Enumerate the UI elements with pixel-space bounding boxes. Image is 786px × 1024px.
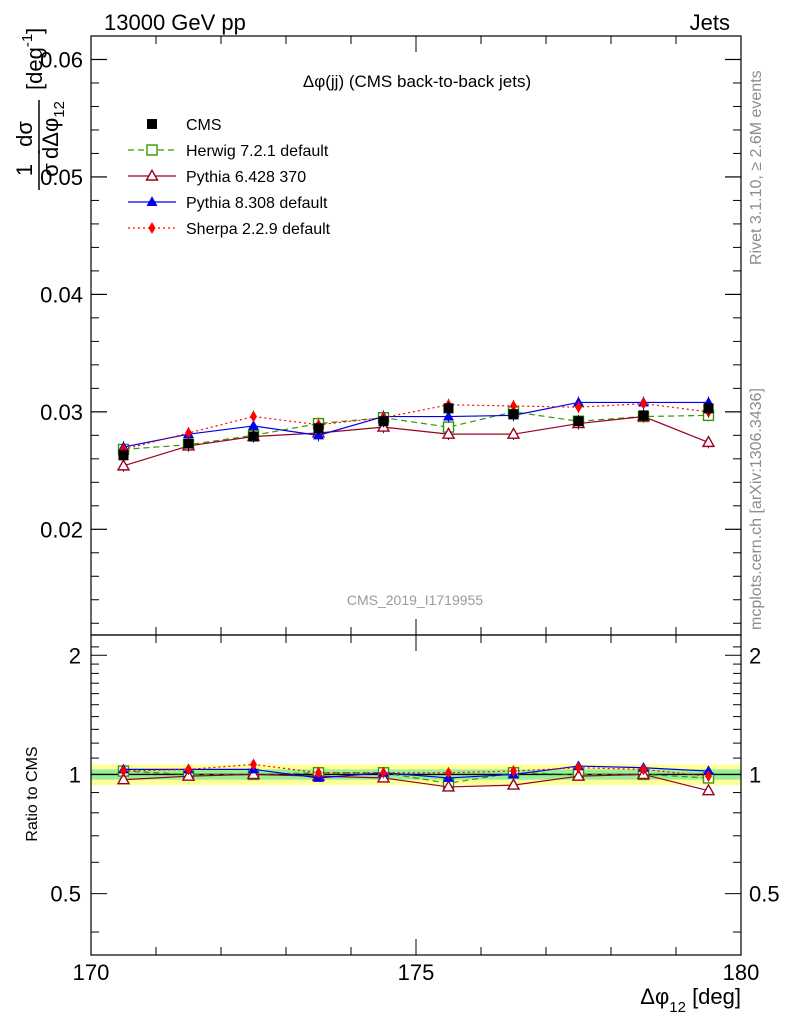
legend-marker [145, 168, 159, 181]
data-point-cms [638, 410, 649, 421]
ratio-point-sherpa-2-2-9-default [315, 766, 322, 779]
series-pythia-8-308-default [118, 396, 714, 454]
data-point-cms [443, 403, 454, 414]
ratio-series-pythia-6-428-370 [116, 767, 716, 796]
series-line-pythia-6-428-370 [123, 415, 709, 467]
x-tick-label: 180 [723, 960, 760, 985]
legend-marker [148, 222, 156, 234]
ratio-series-sherpa-2-2-9-default [120, 758, 712, 783]
data-point-cms [118, 450, 129, 461]
data-point-pythia-8-308-default [443, 410, 454, 421]
data-point-pythia-8-308-default [313, 429, 324, 440]
legend-marker [146, 144, 158, 156]
legend-marker [146, 196, 158, 206]
ratio-y-tick-label: 2 [69, 643, 81, 668]
header-right: Jets [690, 10, 730, 35]
ratio-point-sherpa-2-2-9-default [185, 763, 192, 776]
data-point-cms [508, 409, 519, 420]
data-point-pythia-8-308-default [248, 420, 259, 430]
data-point-cms [313, 423, 324, 434]
svg-text:dσ: dσ [12, 121, 37, 147]
series-pythia-6-428-370 [116, 409, 716, 472]
ratio-line-pythia-6-428-370 [123, 773, 709, 792]
ratio-point-pythia-8-308-default [703, 765, 714, 776]
main-y-tick-label: 0.04 [40, 282, 83, 307]
series-line-pythia-8-308-default [123, 401, 709, 448]
x-tick-label: 175 [398, 960, 435, 985]
mcplots-label: mcplots.cern.ch [arXiv:1306.3436] [748, 388, 765, 630]
data-point-cms [703, 403, 714, 414]
ratio-point-pythia-6-428-370 [441, 779, 456, 792]
ratio-point-pythia-6-428-370 [116, 772, 131, 785]
legend-label: Herwig 7.2.1 default [186, 143, 329, 160]
main-title: Δφ(jj) (CMS back-to-back jets) [303, 72, 531, 91]
ratio-point-sherpa-2-2-9-default [510, 765, 517, 778]
ratio-y-tick-label-right: 2 [749, 643, 761, 668]
main-y-tick-label: 0.05 [40, 165, 83, 190]
series-sherpa-2-2-9-default [120, 397, 712, 456]
data-point-cms [378, 416, 389, 427]
main-y-tick-label: 0.02 [40, 517, 83, 542]
ratio-point-sherpa-2-2-9-default [380, 766, 387, 779]
series-line-herwig-7-2-1-default [123, 411, 709, 451]
legend-label: Pythia 8.308 default [186, 195, 328, 212]
header-left: 13000 GeV pp [104, 10, 246, 35]
ratio-y-tick-label-right: 0.5 [749, 882, 780, 907]
legend-marker [147, 119, 157, 129]
ratio-point-sherpa-2-2-9-default [250, 758, 257, 771]
main-y-tick-label: 0.03 [40, 400, 83, 425]
ratio-y-tick-label: 0.5 [50, 882, 81, 907]
main-y-tick-label: 0.06 [40, 47, 83, 72]
data-point-pythia-6-428-370 [116, 458, 131, 471]
ratio-point-pythia-6-428-370 [571, 769, 586, 781]
ratio-panel: 0.5 0.5 1 1 2 2 170 175 180 [50, 634, 780, 985]
legend-entry-pythia-8-308-default: Pythia 8.308 default [128, 195, 328, 212]
ratio-point-sherpa-2-2-9-default [445, 766, 452, 779]
ratio-y-axis-label: Ratio to CMS [24, 746, 41, 841]
analysis-watermark: CMS_2019_I1719955 [347, 592, 483, 608]
data-point-sherpa-2-2-9-default [575, 401, 582, 414]
ratio-y-tick-label-right: 1 [749, 762, 761, 787]
svg-text:[deg-1]: [deg-1] [19, 28, 47, 90]
rivet-label: Rivet 3.1.10, ≥ 2.6M events [748, 70, 765, 265]
data-point-cms [183, 438, 194, 449]
ratio-point-pythia-6-428-370 [246, 767, 261, 780]
data-point-pythia-6-428-370 [701, 435, 716, 448]
series-cms [118, 402, 714, 462]
legend-entry-herwig-7-2-1-default: Herwig 7.2.1 default [128, 143, 329, 160]
legend-entry-cms: CMS [147, 117, 222, 134]
main-panel: 0.02 0.03 0.04 0.05 0.06 [40, 35, 742, 636]
ratio-y-tick-label: 1 [69, 762, 81, 787]
ratio-line-pythia-8-308-default [123, 765, 709, 779]
ratio-frame [90, 634, 742, 956]
legend-label: Pythia 6.428 370 [186, 169, 306, 186]
series-line-sherpa-2-2-9-default [123, 403, 709, 451]
data-point-sherpa-2-2-9-default [640, 397, 647, 410]
data-point-pythia-6-428-370 [441, 426, 456, 439]
x-axis-label: Δφ12 [deg] [640, 984, 741, 1016]
legend: CMS Herwig 7.2.1 default Pythia 6.428 370 P… [128, 117, 331, 238]
svg-text:dΔφ12: dΔφ12 [38, 101, 68, 159]
data-point-cms [573, 416, 584, 427]
data-point-cms [248, 431, 259, 442]
legend-label: Sherpa 2.2.9 default [186, 221, 331, 238]
ratio-point-sherpa-2-2-9-default [575, 761, 582, 774]
legend-label: CMS [186, 117, 222, 134]
data-point-pythia-6-428-370 [506, 426, 521, 439]
legend-entry-sherpa-2-2-9-default: Sherpa 2.2.9 default [128, 221, 331, 238]
data-point-sherpa-2-2-9-default [185, 426, 192, 439]
ratio-point-sherpa-2-2-9-default [120, 765, 127, 778]
ratio-point-pythia-6-428-370 [701, 783, 716, 796]
ratio-point-sherpa-2-2-9-default [705, 770, 712, 783]
svg-text:1: 1 [12, 164, 37, 176]
ratio-point-sherpa-2-2-9-default [640, 763, 647, 776]
data-point-sherpa-2-2-9-default [510, 399, 517, 412]
svg-text:σ: σ [38, 163, 63, 177]
legend-entry-pythia-6-428-370: Pythia 6.428 370 [128, 168, 306, 186]
data-point-sherpa-2-2-9-default [250, 410, 257, 423]
ratio-line-herwig-7-2-1-default [123, 770, 709, 784]
x-tick-label: 170 [73, 960, 110, 985]
ratio-point-pythia-6-428-370 [506, 777, 521, 790]
